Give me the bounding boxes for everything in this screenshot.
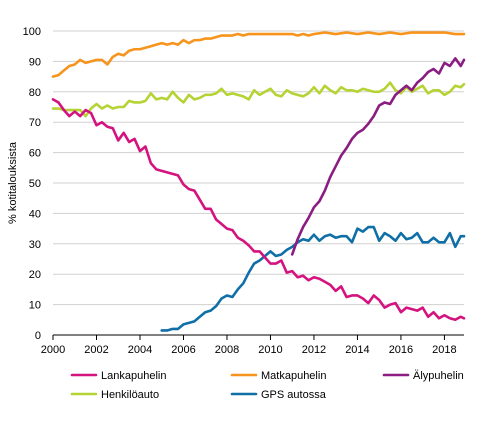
- x-tick-label: 2004: [128, 344, 152, 356]
- legend: Lankapuhelin Matkapuhelin Älypuhelin Henkil…: [70, 370, 464, 401]
- series-line-henkiloauto: [51, 81, 466, 118]
- series-line-lankapuhelin: [51, 98, 466, 322]
- x-tick-labels: 2000 2002 2004 2006 2008 2010 2012 2014 2016 2018: [41, 344, 457, 356]
- legend-label-matkapuhelin: Matkapuhelin: [261, 370, 326, 382]
- series-line-matkapuhelin: [51, 31, 466, 78]
- y-tick-labels: 0 10 20 30 40 50 60 70 80 90 100: [23, 26, 41, 342]
- legend-label-henkiloauto: Henkilöauto: [101, 389, 159, 401]
- y-tick-label: 100: [23, 26, 41, 38]
- series-lines: [51, 31, 466, 332]
- x-tick-label: 2016: [389, 344, 413, 356]
- y-tick-label: 50: [29, 178, 41, 190]
- y-tick-label: 10: [29, 300, 41, 312]
- y-tick-label: 0: [35, 330, 41, 342]
- y-tick-label: 30: [29, 239, 41, 251]
- x-tick-label: 2012: [302, 344, 326, 356]
- series-line-alypuhelin: [290, 57, 466, 256]
- x-tick-label: 2014: [345, 344, 369, 356]
- x-tick-label: 2000: [41, 344, 65, 356]
- series-line-gps-autossa: [160, 225, 466, 332]
- y-tick-label: 80: [29, 87, 41, 99]
- grid-lines: [53, 30, 464, 306]
- y-tick-label: 90: [29, 56, 41, 68]
- legend-label-gps-autossa: GPS autossa: [261, 389, 327, 401]
- y-tick-label: 40: [29, 208, 41, 220]
- y-tick-label: 70: [29, 117, 41, 129]
- x-tick-label: 2002: [84, 344, 108, 356]
- y-tick-label: 60: [29, 148, 41, 160]
- axes: [52, 334, 464, 340]
- y-axis-label: % kotitalouksista: [7, 141, 19, 224]
- legend-label-alypuhelin: Älypuhelin: [413, 370, 464, 382]
- x-tick-label: 2010: [258, 344, 282, 356]
- x-tick-label: 2018: [432, 344, 456, 356]
- x-tick-label: 2008: [215, 344, 239, 356]
- y-tick-label: 20: [29, 269, 41, 281]
- x-tick-label: 2006: [171, 344, 195, 356]
- legend-label-lankapuhelin: Lankapuhelin: [101, 370, 166, 382]
